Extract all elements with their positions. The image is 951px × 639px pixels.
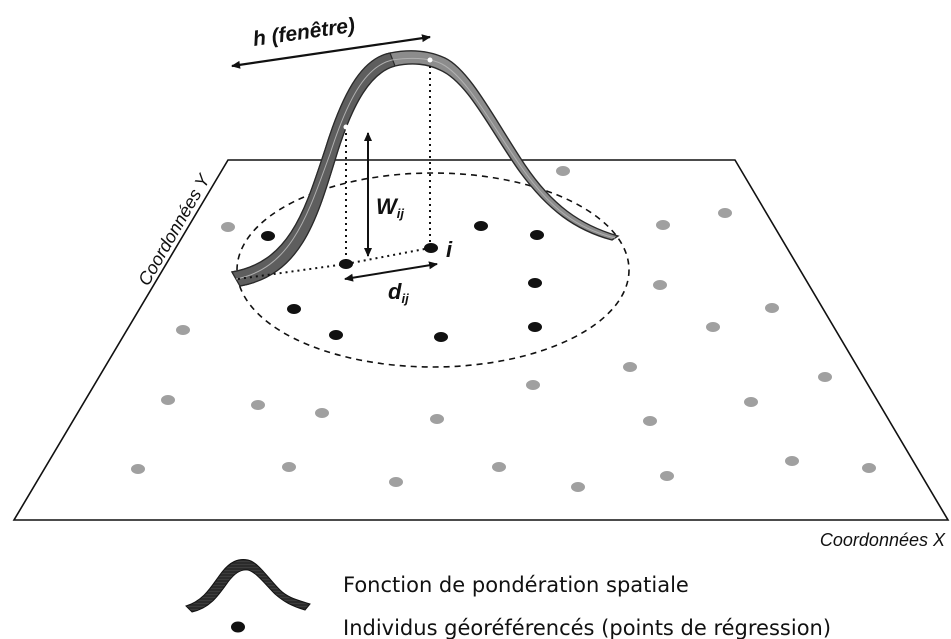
gray-point <box>571 482 585 492</box>
gray-point <box>176 325 190 335</box>
gray-point <box>706 322 720 332</box>
gray-point <box>526 380 540 390</box>
point-i <box>424 243 438 253</box>
coordinate-plane <box>12 159 950 521</box>
gray-point <box>718 208 732 218</box>
black-point <box>329 330 343 340</box>
gray-point <box>643 416 657 426</box>
legend-points-text: Individus géoréférencés (points de régre… <box>343 616 831 639</box>
gray-points <box>131 166 876 492</box>
gray-point <box>161 395 175 405</box>
black-point <box>530 230 544 240</box>
distance-arrow <box>344 261 438 282</box>
gray-point <box>492 462 506 472</box>
gray-point <box>282 462 296 472</box>
gray-point <box>251 400 265 410</box>
gray-point <box>862 463 876 473</box>
black-point <box>261 231 275 241</box>
black-point <box>434 332 448 342</box>
black-point <box>528 322 542 332</box>
black-points <box>261 221 544 342</box>
gray-point <box>430 414 444 424</box>
bandwidth-label: h (fenêtre) <box>251 14 356 51</box>
black-point <box>287 304 301 314</box>
gray-point <box>656 220 670 230</box>
gray-point <box>623 362 637 372</box>
black-point <box>474 221 488 231</box>
black-point <box>528 278 542 288</box>
legend-kernel-text: Fonction de pondération spatiale <box>343 573 689 597</box>
bandwidth-arrow <box>231 34 431 69</box>
x-axis-label: Coordonnées X <box>820 530 946 550</box>
gray-point <box>818 372 832 382</box>
legend-kernel-icon <box>185 559 311 613</box>
gray-point <box>653 280 667 290</box>
gray-point <box>660 471 674 481</box>
gray-point <box>315 408 329 418</box>
legend: Fonction de pondération spatiale Individ… <box>185 559 831 639</box>
gray-point <box>556 166 570 176</box>
gray-point <box>389 477 403 487</box>
weight-label: Wij <box>376 194 404 221</box>
kernel-peak-marker <box>427 57 433 63</box>
distance-label: dij <box>388 279 409 306</box>
legend-point-icon <box>231 621 245 633</box>
gray-point <box>221 222 235 232</box>
gray-point <box>131 464 145 474</box>
gray-point <box>765 303 779 313</box>
projection-lines <box>237 60 431 280</box>
kernel-weight-marker <box>343 124 349 130</box>
point-i-label: i <box>446 237 453 262</box>
gray-point <box>785 456 799 466</box>
bandwidth-ellipse <box>236 172 630 368</box>
gray-point <box>744 397 758 407</box>
point-j <box>339 259 353 269</box>
